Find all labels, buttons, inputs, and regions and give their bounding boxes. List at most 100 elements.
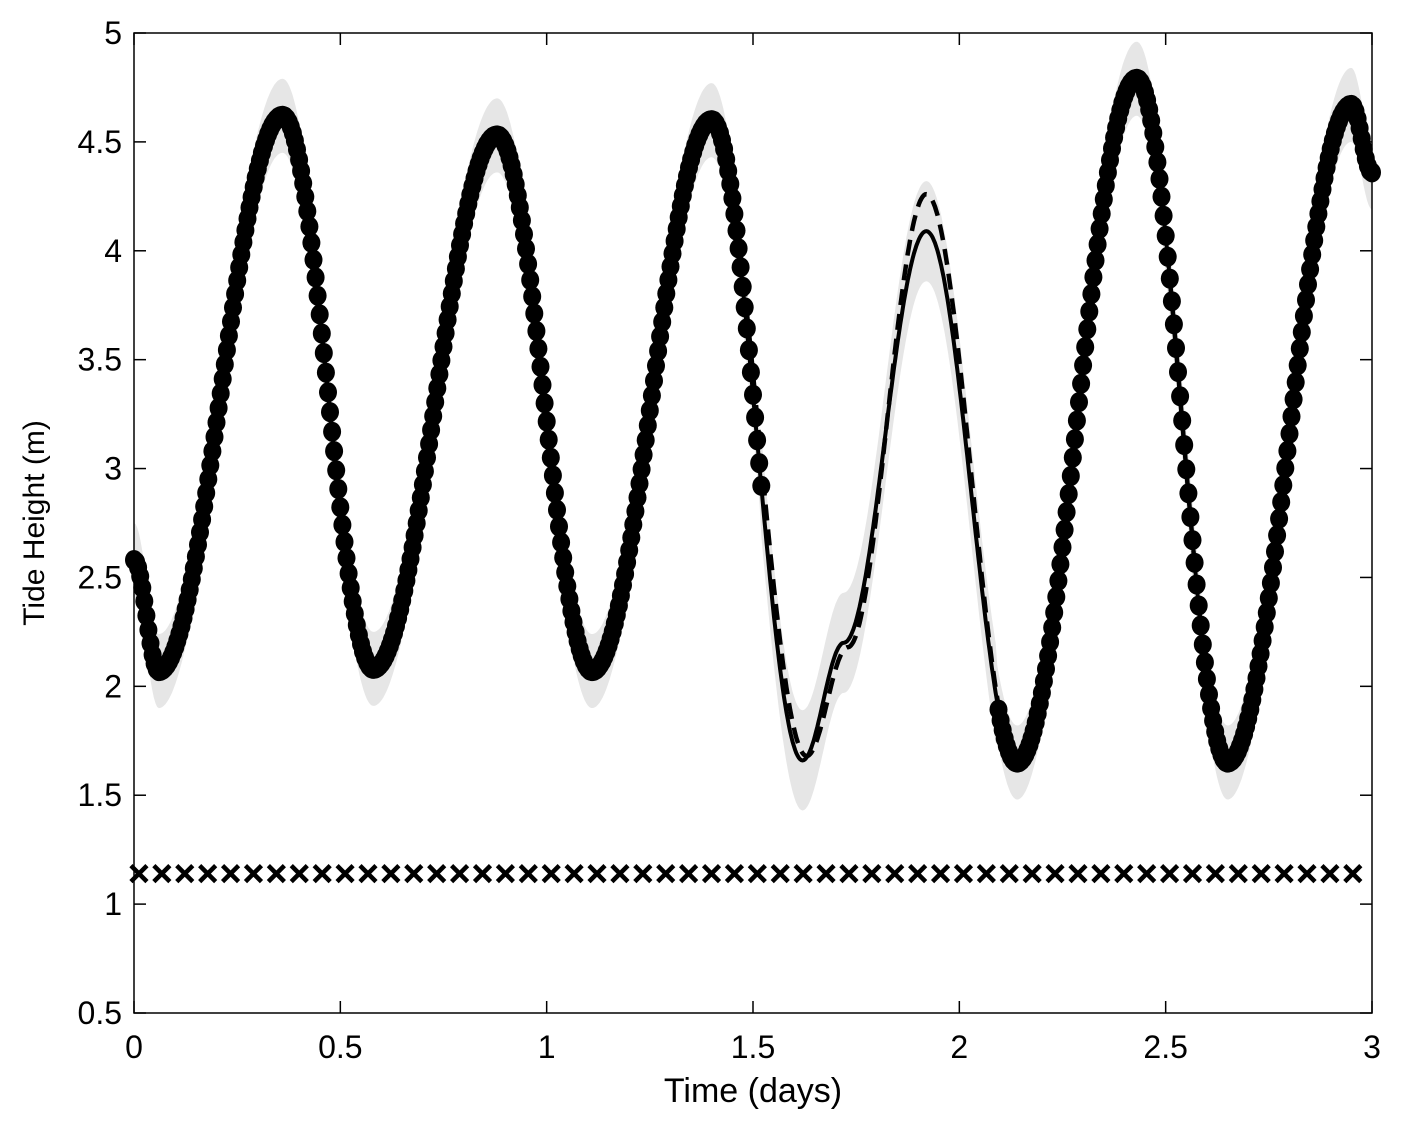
- observation-point: [1164, 314, 1183, 335]
- observation-point: [1049, 570, 1068, 591]
- observation-point: [1043, 617, 1062, 638]
- x-marker: [587, 864, 607, 884]
- x-marker: [999, 864, 1019, 884]
- observation-point: [723, 188, 742, 209]
- observation-point: [335, 531, 354, 552]
- y-tick-label: 2.5: [78, 559, 122, 595]
- observation-point: [1169, 362, 1187, 382]
- x-tick-label: 1.5: [731, 1029, 775, 1065]
- x-marker: [1320, 864, 1340, 884]
- observation-point: [1175, 435, 1194, 455]
- observation-point: [1059, 484, 1078, 505]
- observation-point: [550, 516, 568, 537]
- x-marker: [885, 864, 905, 884]
- observation-point: [1076, 337, 1095, 358]
- y-tick-label: 0.5: [78, 995, 122, 1031]
- observation-point: [1292, 322, 1311, 343]
- observation-point: [1065, 429, 1084, 450]
- observation-point: [1171, 386, 1190, 407]
- observation-point: [541, 447, 560, 468]
- observation-point: [1051, 554, 1070, 575]
- observation-point: [531, 356, 550, 377]
- ticks-group: 0 0.5 1 1.5 2 2.5 30.511.522.533.544.55: [78, 15, 1381, 1065]
- observation-point: [1183, 530, 1202, 551]
- x-marker: [1068, 864, 1088, 884]
- x-marker: [1182, 864, 1203, 884]
- observation-point: [1173, 410, 1192, 431]
- observation-point: [323, 421, 342, 442]
- observation-point: [1284, 389, 1303, 410]
- x-marker: [930, 864, 951, 884]
- x-marker: [266, 864, 286, 884]
- observation-point: [1294, 305, 1313, 326]
- observation-point: [1146, 136, 1165, 157]
- observation-point: [521, 270, 540, 290]
- x-marker: [1251, 864, 1271, 884]
- observation-point: [1158, 246, 1177, 267]
- x-marker: [1274, 864, 1294, 884]
- observation-point: [1148, 152, 1167, 173]
- x-axis-label: Time (days): [664, 1072, 842, 1110]
- y-tick-label: 4.5: [78, 124, 122, 160]
- observation-point: [739, 340, 758, 361]
- observation-point: [1156, 225, 1175, 246]
- observation-point: [308, 285, 327, 306]
- observation-point: [333, 514, 352, 535]
- observation-point: [1266, 541, 1284, 562]
- observation-point: [1270, 508, 1289, 529]
- y-tick-label: 3: [104, 451, 122, 487]
- x-marker: [679, 864, 699, 884]
- observation-point: [1276, 458, 1295, 479]
- observation-point: [1152, 186, 1171, 207]
- y-tick-label: 1.5: [78, 777, 122, 813]
- observation-point: [1282, 406, 1301, 427]
- observation-point: [727, 220, 746, 241]
- x-marker: [564, 864, 584, 884]
- observation-point: [539, 429, 558, 450]
- observation-point: [1088, 234, 1107, 255]
- x-marker: [1159, 864, 1180, 884]
- observation-point: [746, 407, 765, 428]
- x-marker: [747, 864, 767, 884]
- x-marker: [976, 864, 996, 884]
- observation-point: [533, 374, 552, 395]
- x-marker: [816, 864, 836, 884]
- observation-point: [1264, 557, 1282, 578]
- observation-point: [312, 323, 331, 344]
- x-tick-label: 2.5: [1143, 1029, 1187, 1065]
- observation-point: [316, 362, 335, 383]
- observation-point: [1072, 373, 1091, 394]
- observation-point: [1185, 552, 1204, 573]
- observation-point: [1179, 483, 1198, 504]
- x-tick-label: 0.5: [318, 1029, 362, 1065]
- x-marker: [1297, 864, 1317, 884]
- observation-point: [1162, 291, 1181, 312]
- observation-point: [327, 460, 346, 481]
- x-tick-label: 0: [125, 1029, 143, 1065]
- observation-point: [638, 415, 657, 436]
- observation-point: [1160, 268, 1179, 289]
- observation-point: [752, 475, 771, 496]
- observation-point: [1061, 466, 1080, 486]
- x-marker: [427, 864, 447, 884]
- y-axis-label: Tide Height (m): [18, 420, 51, 626]
- observation-point: [329, 479, 348, 499]
- observation-point: [1167, 338, 1185, 358]
- observation-point: [645, 370, 663, 391]
- observation-point: [545, 482, 564, 503]
- observation-point: [640, 400, 659, 421]
- observation-point: [319, 382, 337, 403]
- observation-point: [1290, 338, 1309, 359]
- x-marker: [152, 864, 172, 884]
- observation-point: [1074, 355, 1093, 376]
- observation-point: [1288, 355, 1307, 376]
- x-marker: [1137, 864, 1157, 884]
- observation-point: [731, 257, 750, 278]
- observation-point: [525, 303, 544, 324]
- observation-point: [750, 453, 769, 474]
- x-marker: [541, 864, 561, 884]
- x-marker: [495, 864, 515, 884]
- observation-point: [302, 232, 321, 253]
- observation-point: [647, 355, 665, 376]
